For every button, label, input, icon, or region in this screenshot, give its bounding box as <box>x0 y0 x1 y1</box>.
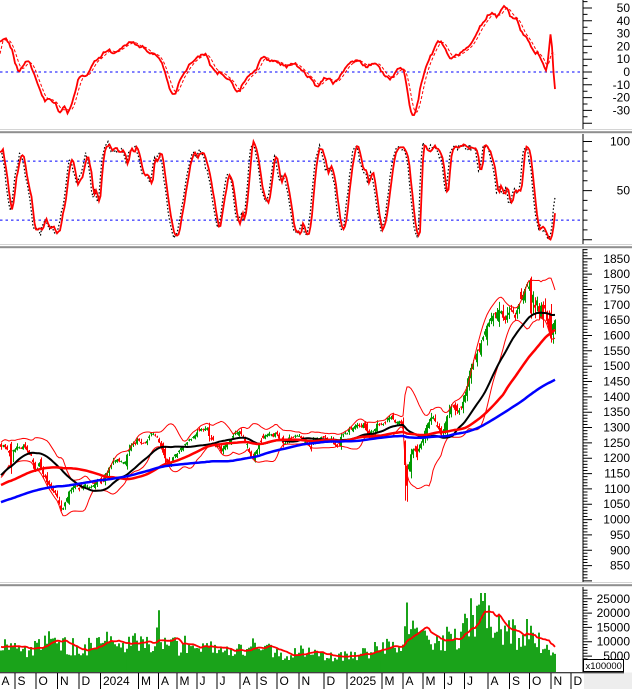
svg-text:1850: 1850 <box>603 252 630 266</box>
svg-text:O: O <box>532 674 541 688</box>
svg-text:20000: 20000 <box>597 606 631 620</box>
svg-text:S: S <box>260 674 268 688</box>
svg-text:1500: 1500 <box>603 359 630 373</box>
svg-text:30: 30 <box>617 27 631 41</box>
svg-text:J: J <box>447 674 453 688</box>
svg-text:x100000: x100000 <box>586 661 622 672</box>
svg-text:M: M <box>141 674 151 688</box>
svg-text:50: 50 <box>617 1 631 15</box>
svg-text:2024: 2024 <box>103 674 130 688</box>
svg-text:D: D <box>574 674 583 688</box>
svg-text:A: A <box>406 674 414 688</box>
svg-text:15000: 15000 <box>597 620 631 634</box>
svg-text:O: O <box>280 674 289 688</box>
svg-text:1750: 1750 <box>603 283 630 297</box>
svg-text:100: 100 <box>610 135 630 149</box>
svg-text:2025: 2025 <box>350 674 377 688</box>
svg-text:M: M <box>385 674 395 688</box>
svg-text:900: 900 <box>610 543 630 557</box>
svg-text:950: 950 <box>610 528 630 542</box>
svg-text:1100: 1100 <box>604 482 630 496</box>
svg-text:1550: 1550 <box>603 344 630 358</box>
svg-text:1150: 1150 <box>604 467 630 481</box>
svg-text:1250: 1250 <box>603 436 630 450</box>
svg-text:A: A <box>243 674 251 688</box>
svg-text:A: A <box>2 674 10 688</box>
svg-text:O: O <box>39 674 48 688</box>
svg-text:1600: 1600 <box>603 329 630 343</box>
svg-text:M: M <box>180 674 190 688</box>
svg-text:-10: -10 <box>613 78 631 92</box>
svg-text:20: 20 <box>617 39 631 53</box>
svg-text:1300: 1300 <box>603 421 630 435</box>
svg-text:A: A <box>161 674 169 688</box>
svg-text:J: J <box>467 674 473 688</box>
svg-text:D: D <box>82 674 91 688</box>
svg-text:-30: -30 <box>613 103 631 117</box>
svg-text:1700: 1700 <box>603 298 630 312</box>
svg-text:1050: 1050 <box>603 497 630 511</box>
svg-text:1650: 1650 <box>603 313 630 327</box>
svg-text:0: 0 <box>623 65 630 79</box>
svg-text:10000: 10000 <box>597 635 631 649</box>
svg-text:25000: 25000 <box>597 592 631 606</box>
svg-text:1000: 1000 <box>603 513 630 527</box>
svg-text:-20: -20 <box>613 91 631 105</box>
svg-text:N: N <box>302 674 311 688</box>
svg-text:50: 50 <box>617 184 631 198</box>
svg-text:D: D <box>327 674 336 688</box>
svg-text:S: S <box>18 674 26 688</box>
svg-text:1800: 1800 <box>603 267 630 281</box>
svg-text:1400: 1400 <box>603 390 630 404</box>
svg-text:10: 10 <box>617 52 631 66</box>
svg-text:1200: 1200 <box>603 451 630 465</box>
svg-text:J: J <box>220 674 226 688</box>
svg-text:N: N <box>554 674 563 688</box>
svg-text:40: 40 <box>617 14 631 28</box>
svg-text:850: 850 <box>610 559 630 573</box>
svg-text:M: M <box>426 674 436 688</box>
svg-text:N: N <box>60 674 69 688</box>
svg-text:1450: 1450 <box>603 375 630 389</box>
svg-text:A: A <box>491 674 499 688</box>
svg-text:J: J <box>200 674 206 688</box>
svg-text:1350: 1350 <box>603 405 630 419</box>
svg-text:S: S <box>512 674 520 688</box>
